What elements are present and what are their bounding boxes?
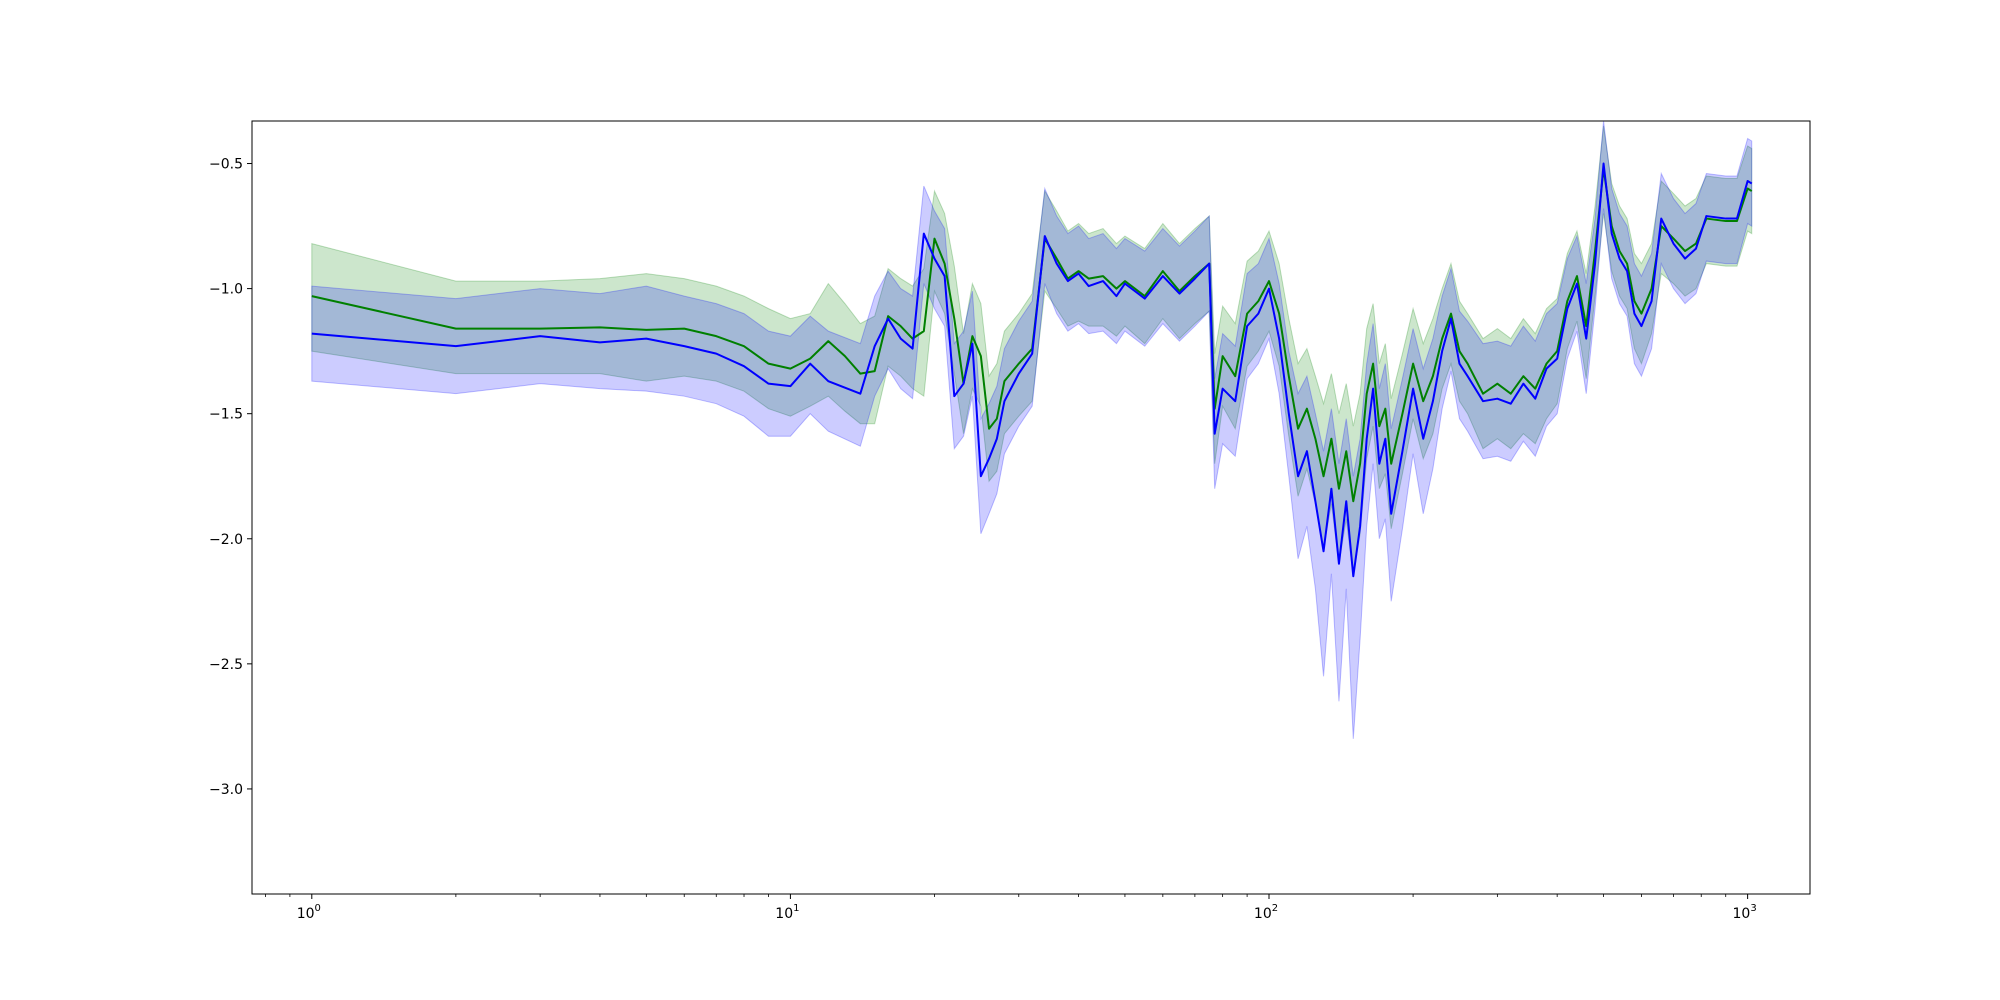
x-tick-label: 100 (297, 903, 321, 922)
y-tick-label: −1.0 (209, 282, 243, 298)
y-tick-label: −1.5 (209, 407, 243, 423)
y-tick-label: −3.0 (209, 782, 243, 798)
x-tick-label: 102 (1254, 903, 1278, 922)
series-1-line (311, 167, 1753, 503)
series-2-line (311, 162, 1753, 578)
plot-area (311, 120, 1753, 739)
y-tick-label: −0.5 (209, 157, 243, 173)
series-2-band (311, 120, 1753, 739)
axes: −0.5 −1.0 −1.5 −2.0 −2.5 −3.0 100 101 102 103 (209, 157, 1757, 922)
axes-frame (251, 120, 1811, 895)
x-tick-label: 103 (1733, 903, 1757, 922)
x-tick-label: 101 (775, 903, 799, 922)
y-tick-label: −2.0 (209, 532, 243, 548)
y-tick-label: −2.5 (209, 657, 243, 673)
